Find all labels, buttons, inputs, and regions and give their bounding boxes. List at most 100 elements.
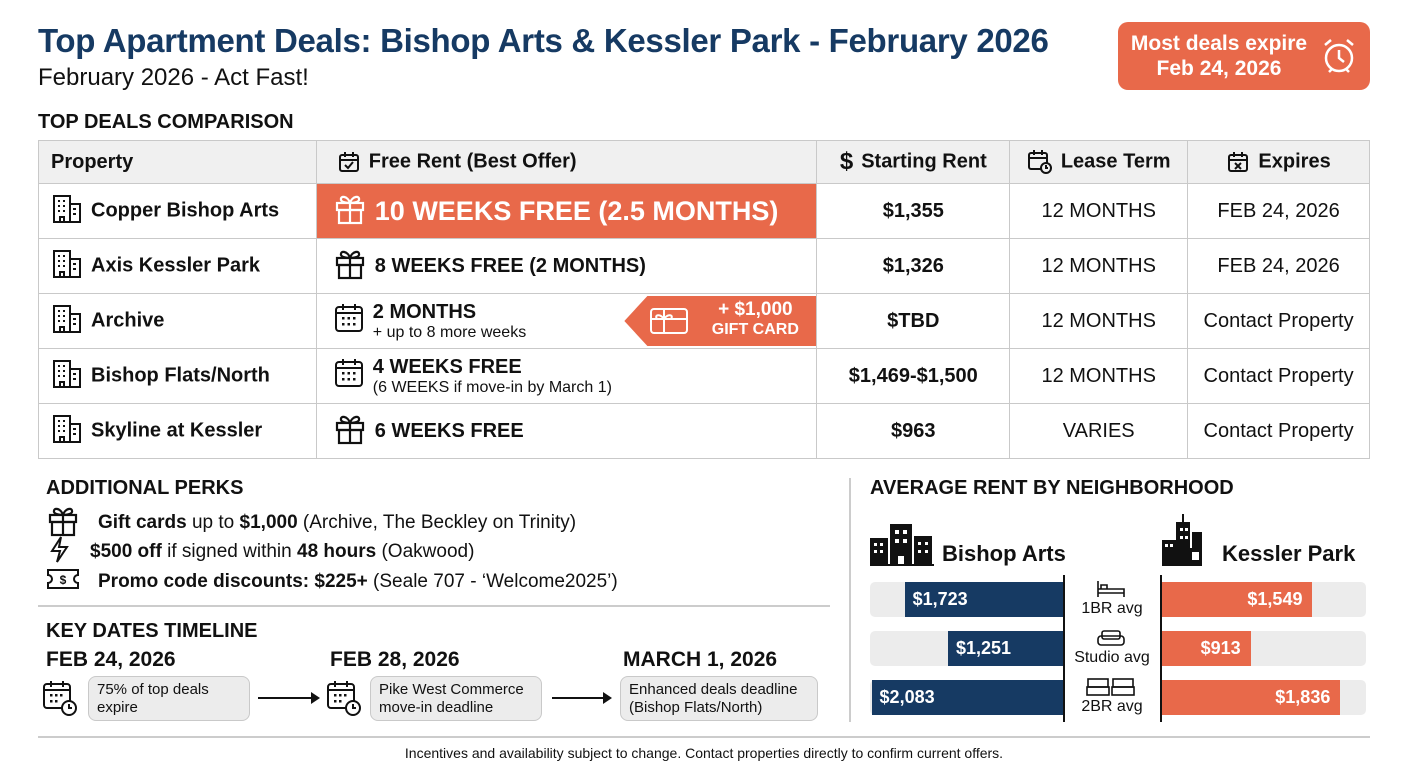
note-line-1: Pike West Commerce xyxy=(379,681,524,698)
bar-kessler-park: $1,549 xyxy=(1162,582,1313,617)
bar-kessler-park: $1,836 xyxy=(1162,680,1341,715)
offer-note: + up to 8 more weeks xyxy=(372,323,527,341)
table-header-row: Property Free Rent (Best Offer) $ Startin… xyxy=(38,140,1370,184)
divider xyxy=(38,605,830,607)
category-label: 2BR avg xyxy=(1081,698,1143,715)
svg-text:$: $ xyxy=(60,573,67,587)
ticket-icon: $ xyxy=(46,567,80,597)
offer-text: 4 WEEKS FREE xyxy=(372,355,522,378)
dollar-icon: $ xyxy=(839,148,854,175)
footnote: Incentives and availability subject to c… xyxy=(404,745,1004,761)
tag-line-2: GIFT CARD xyxy=(711,321,799,338)
note-line-2: (Bishop Flats/North) xyxy=(629,699,763,716)
col-lease-term: Lease Term xyxy=(1009,140,1189,184)
table-row: Skyline at Kessler 6 WEEKS FREE $963 VARIES… xyxy=(38,403,1370,459)
col-lease-term-label: Lease Term xyxy=(1060,150,1171,173)
footer-divider xyxy=(38,736,1370,738)
bar-label: $1,723 xyxy=(912,589,968,609)
badge-line-1: Most deals expire xyxy=(1130,32,1308,55)
col-free-rent-label: Free Rent (Best Offer) xyxy=(368,150,577,173)
gift-icon xyxy=(333,191,367,231)
sofa-icon xyxy=(1096,628,1126,653)
expires-cell: Contact Property xyxy=(1187,403,1370,459)
section-divider xyxy=(849,478,851,722)
gift-card-icon xyxy=(650,308,689,334)
alarm-clock-icon xyxy=(1324,39,1354,73)
starting-rent-cell: $1,469-$1,500 xyxy=(816,348,1011,404)
property-name: Copper Bishop Arts xyxy=(91,199,280,222)
building-icon xyxy=(51,412,83,450)
calendar-icon xyxy=(333,357,365,395)
starting-rent-cell: $TBD xyxy=(816,293,1011,349)
bar-label: $913 xyxy=(1200,638,1241,658)
property-cell: Bishop Flats/North xyxy=(38,348,317,404)
page-subtitle: February 2026 - Act Fast! xyxy=(38,64,309,91)
timeline-note: Pike West Commerce move-in deadline xyxy=(370,676,542,721)
perk-item: $500 off if signed within 48 hours (Oakw… xyxy=(46,535,474,569)
starting-rent-cell: $963 xyxy=(816,403,1011,459)
bar-label: $1,836 xyxy=(1275,687,1331,707)
gift-icon xyxy=(46,503,80,543)
expires-cell: Contact Property xyxy=(1187,348,1370,404)
gift-icon xyxy=(333,411,367,451)
lease-term-cell: VARIES xyxy=(1009,403,1189,459)
expires-cell: FEB 24, 2026 xyxy=(1187,183,1370,239)
series-label-bishop-arts: Bishop Arts xyxy=(942,541,1066,566)
city-buildings-icon xyxy=(870,524,934,566)
note-line-2: move-in deadline xyxy=(379,699,494,716)
bed-icon xyxy=(1086,677,1136,704)
gift-card-tag: + $1,000 GIFT CARD xyxy=(624,296,817,346)
starting-rent-cell: $1,355 xyxy=(816,183,1011,239)
series-label-kessler-park: Kessler Park xyxy=(1222,541,1356,566)
offer-text: 8 WEEKS FREE (2 MONTHS) xyxy=(374,254,646,277)
expires-cell: FEB 24, 2026 xyxy=(1187,238,1370,294)
lease-term-cell: 12 MONTHS xyxy=(1009,348,1189,404)
perk-text: $500 off if signed within 48 hours (Oakw… xyxy=(90,541,475,562)
property-name: Bishop Flats/North xyxy=(91,364,270,387)
property-cell: Copper Bishop Arts xyxy=(38,183,317,239)
timeline-note: Enhanced deals deadline (Bishop Flats/Nor… xyxy=(620,676,818,721)
expires-cell: Contact Property xyxy=(1187,293,1370,349)
offer-cell: 2 MONTHS + up to 8 more weeks + $1,000 GIFT… xyxy=(315,293,818,349)
building-icon xyxy=(51,247,83,285)
badge-line-2: Feb 24, 2026 xyxy=(1156,57,1282,80)
col-free-rent: Free Rent (Best Offer) xyxy=(315,140,818,184)
expiry-badge: Most deals expire Feb 24, 2026 xyxy=(1118,22,1370,90)
calendar-check-icon xyxy=(338,152,359,172)
offer-note: (6 WEEKS if move-in by March 1) xyxy=(372,378,612,396)
col-expires: Expires xyxy=(1187,140,1370,184)
calendar-clock-icon xyxy=(1027,150,1052,174)
building-icon xyxy=(51,192,83,230)
property-name: Archive xyxy=(91,309,165,332)
bed-icon xyxy=(1096,579,1126,604)
bar-bishop-arts: $1,723 xyxy=(904,582,1063,617)
calendar-x-icon xyxy=(1228,152,1249,172)
table-row: Archive 2 MONTHS + up to 8 more weeks + $1,… xyxy=(38,293,1370,349)
starting-rent-cell: $1,326 xyxy=(816,238,1011,294)
category-label: Studio avg xyxy=(1074,649,1150,666)
lease-term-cell: 12 MONTHS xyxy=(1009,183,1189,239)
bar-label: $2,083 xyxy=(879,687,935,707)
perk-item: $ Promo code discounts: $225+ (Seale 707 … xyxy=(46,567,618,597)
axis-left xyxy=(1063,575,1065,722)
bar-bishop-arts: $1,251 xyxy=(948,631,1063,666)
perk-text: Gift cards up to $1,000 (Archive, The Be… xyxy=(98,512,577,533)
bar-bishop-arts: $2,083 xyxy=(871,680,1063,715)
category-label: 1BR avg xyxy=(1081,600,1143,617)
col-expires-label: Expires xyxy=(1258,150,1331,173)
bar-kessler-park: $913 xyxy=(1162,631,1251,666)
perk-item: Gift cards up to $1,000 (Archive, The Be… xyxy=(46,503,576,543)
gift-icon xyxy=(333,246,367,286)
note-line-1: Enhanced deals deadline xyxy=(629,681,798,698)
lease-term-cell: 12 MONTHS xyxy=(1009,238,1189,294)
timeline-arrow xyxy=(258,692,320,704)
offer-cell: 10 WEEKS FREE (2.5 MONTHS) xyxy=(315,183,818,239)
property-cell: Archive xyxy=(38,293,317,349)
comparison-heading: TOP DEALS COMPARISON xyxy=(38,111,294,133)
chart-title: AVERAGE RENT BY NEIGHBORHOOD xyxy=(870,477,1234,499)
deals-table: Property Free Rent (Best Offer) $ Startin… xyxy=(38,140,1370,459)
note-line-1: 75% of top deals xyxy=(97,681,209,698)
property-name: Axis Kessler Park xyxy=(91,254,261,277)
property-name: Skyline at Kessler xyxy=(91,419,263,442)
timeline-date: FEB 24, 2026 xyxy=(46,648,176,671)
